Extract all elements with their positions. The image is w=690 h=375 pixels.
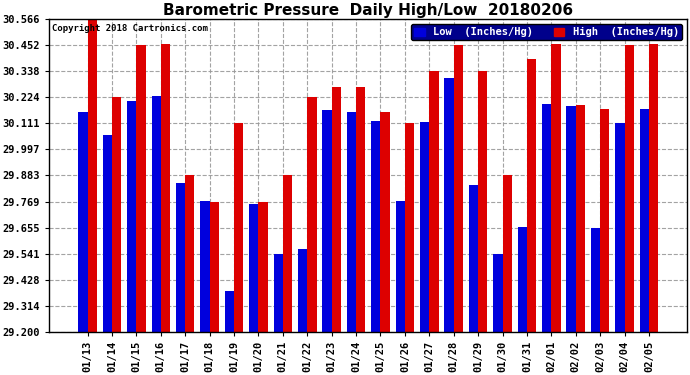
Bar [615,123,624,332]
Bar [200,201,210,332]
Bar [103,135,112,332]
Bar [273,254,283,332]
Bar [566,106,575,332]
Bar [161,44,170,332]
Bar [347,112,356,332]
Bar [307,97,317,332]
Bar [527,59,536,332]
Bar [322,110,332,332]
Bar [112,97,121,332]
Bar [78,112,88,332]
Bar [137,45,146,332]
Bar [640,108,649,332]
Bar [649,44,658,332]
Bar [395,201,405,332]
Bar [332,87,341,332]
Bar [259,202,268,332]
Bar [127,100,137,332]
Bar [542,104,551,332]
Bar [624,45,634,332]
Bar [429,71,439,332]
Bar [575,105,585,332]
Bar [420,122,429,332]
Bar [152,96,161,332]
Bar [185,176,195,332]
Bar [405,123,414,332]
Bar [88,19,97,332]
Bar [210,202,219,332]
Title: Barometric Pressure  Daily High/Low  20180206: Barometric Pressure Daily High/Low 20180… [164,3,573,18]
Bar [493,254,502,332]
Bar [380,112,390,332]
Bar [518,226,527,332]
Bar [502,176,512,332]
Bar [454,45,463,332]
Bar [283,176,292,332]
Bar [469,185,478,332]
Bar [478,71,487,332]
Bar [225,291,234,332]
Bar [371,121,380,332]
Bar [298,249,307,332]
Bar [600,108,609,332]
Bar [444,78,454,332]
Bar [551,44,560,332]
Bar [234,123,244,332]
Bar [249,204,259,332]
Legend: Low  (Inches/Hg), High  (Inches/Hg): Low (Inches/Hg), High (Inches/Hg) [411,24,682,40]
Bar [356,87,365,332]
Bar [176,183,185,332]
Bar [591,228,600,332]
Text: Copyright 2018 Cartronics.com: Copyright 2018 Cartronics.com [52,24,208,33]
